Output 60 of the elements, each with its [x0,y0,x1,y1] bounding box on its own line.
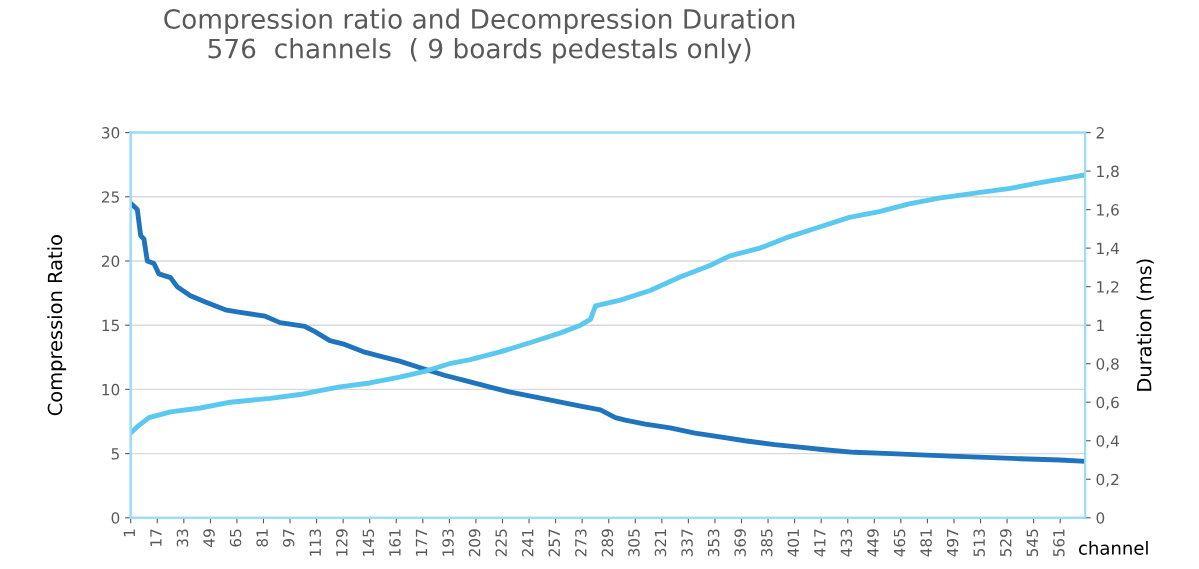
y2-tick-label: 0,2 [1096,473,1119,487]
x-tick-label: 433 [840,529,853,557]
x-tick-label: 465 [893,529,906,557]
y2-tick-label: 0,6 [1096,396,1119,410]
y-tick-label: 20 [101,255,120,267]
y-tick-label: 10 [102,383,120,396]
y2-tick-label: 0 [1096,512,1105,524]
y2-axis-title: Duration (ms) [1136,259,1154,391]
x-tick-label: 401 [787,529,800,557]
x-tick-label: 145 [362,529,375,556]
x-tick-label: 289 [601,529,614,557]
y-tick-label: 25 [101,191,119,203]
x-tick-label: 449 [867,529,879,557]
y-tick-label: 0 [111,512,120,524]
y2-tick-label: 0,4 [1096,435,1119,449]
x-tick-label: 49 [203,529,215,547]
x-tick-label: 369 [734,529,746,557]
x-tick-label: 97 [282,529,295,547]
y2-tick-label: 0,8 [1096,358,1119,372]
x-tick-label: 513 [973,529,985,557]
y2-tick-label: 1,6 [1097,204,1119,218]
y-tick-label: 30 [102,127,120,139]
x-tick-label: 177 [415,529,428,556]
y2-tick-label: 1 [1097,319,1104,331]
x-tick-label: 337 [681,529,693,557]
y2-tick-label: 1,8 [1097,165,1119,179]
y-tick-label: 5 [111,448,119,460]
x-tick-label: 545 [1026,529,1039,557]
x-axis-title: channel [1079,540,1148,555]
x-tick-label: 417 [814,529,826,557]
x-tick-label: 273 [575,529,587,557]
x-tick-label: 561 [1053,529,1065,557]
x-tick-label: 65 [229,529,242,547]
x-tick-label: 225 [495,529,507,557]
y-tick-label: 15 [102,319,119,332]
x-tick-label: 193 [442,529,454,556]
x-tick-label: 353 [707,529,720,557]
y2-tick-label: 1,4 [1097,242,1119,256]
x-tick-label: 33 [176,529,189,547]
y2-tick-label: 1,2 [1097,281,1119,295]
x-tick-label: 385 [760,529,773,557]
x-tick-label: 305 [628,529,640,557]
x-tick-label: 481 [920,529,932,557]
y-axis-title: Compression Ratio [47,235,67,416]
x-tick-label: 17 [150,529,162,546]
x-tick-label: 241 [521,529,534,557]
y2-tick-label: 2 [1096,127,1104,139]
x-tick-label: 497 [946,529,959,557]
x-tick-label: 113 [309,529,322,556]
x-tick-label: 1 [123,529,135,537]
chart-title: Compression ratio and Decompression Duration 576 channels ( 9 boards pedestals only) [164,8,795,64]
x-tick-label: 209 [468,529,481,557]
line-series [130,200,1086,464]
x-tick-label: 81 [256,529,268,547]
x-tick-label: 129 [336,529,348,556]
line-series [130,172,1086,436]
x-tick-label: 529 [999,529,1012,557]
x-tick-label: 161 [389,529,401,556]
x-tick-label: 321 [654,529,667,557]
x-tick-label: 257 [548,529,561,557]
